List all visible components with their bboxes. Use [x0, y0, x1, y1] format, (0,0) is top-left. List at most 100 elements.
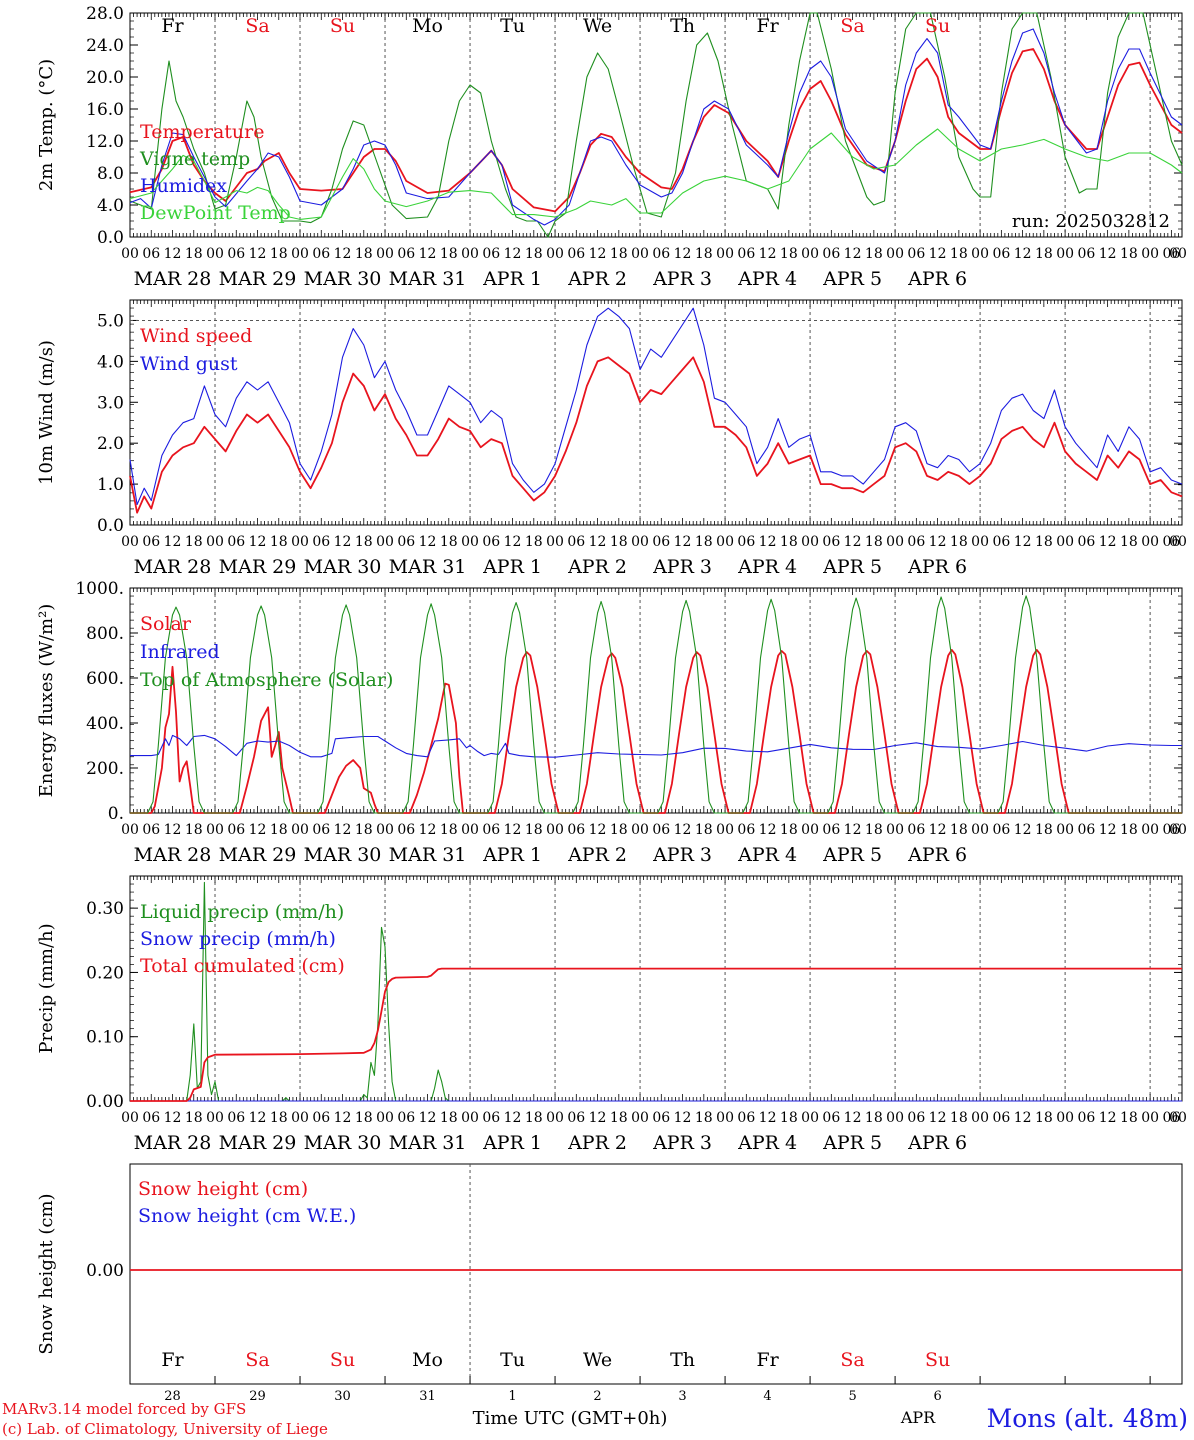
weekday-label: Sa — [245, 15, 269, 37]
panel-1: 0.0 4.0 8.0 12.0 16.0 20.0 24.0 28.0 2m Temp. (°… — [36, 4, 1187, 290]
hour-label: 18 — [610, 246, 628, 262]
hour-label: 06 — [312, 246, 330, 262]
hour-label: 12 — [929, 822, 947, 838]
hour-label: 06 — [567, 246, 585, 262]
hour-label: 00 — [631, 534, 649, 550]
hour-label: 06 — [992, 1110, 1010, 1126]
legend-entry: Infrared — [140, 641, 220, 663]
weekday-label: Su — [330, 15, 355, 37]
hour-label: 12 — [419, 246, 437, 262]
day-number-label: 4 — [763, 1389, 771, 1404]
hour-label: 18 — [270, 822, 288, 838]
hour-label: 00 — [1169, 822, 1187, 838]
hour-label: 18 — [440, 822, 458, 838]
date-label: APR 5 — [822, 556, 882, 578]
day-number-label: 3 — [678, 1389, 686, 1404]
series-line-infrared — [130, 734, 1182, 758]
y-axis-title: 10m Wind (m/s) — [36, 340, 57, 485]
hour-label: 12 — [929, 1110, 947, 1126]
hour-label: 00 — [1141, 534, 1159, 550]
hour-label: 12 — [929, 534, 947, 550]
hour-label: 12 — [674, 1110, 692, 1126]
hour-label: 18 — [780, 534, 798, 550]
hour-label: 06 — [482, 822, 500, 838]
hour-label: 00 — [291, 822, 309, 838]
legend-entry: Total cumulated (cm) — [140, 955, 345, 977]
weekday-label-bottom: Mo — [412, 1349, 443, 1371]
date-label: MAR 31 — [389, 556, 467, 578]
hour-label: 00 — [1141, 822, 1159, 838]
hour-label: 00 — [121, 534, 139, 550]
hour-label: 12 — [504, 822, 522, 838]
hour-label: 06 — [907, 534, 925, 550]
y-tick-label: 0.00 — [86, 1261, 124, 1281]
hour-label: 00 — [971, 246, 989, 262]
panel-4: 0.00 0.10 0.20 0.30 Precip (mm/h) Liquid prec… — [36, 875, 1187, 1154]
weekday-label-bottom: Sa — [840, 1349, 864, 1371]
hour-label: 00 — [886, 1110, 904, 1126]
legend-entry: Wind speed — [140, 325, 252, 347]
hour-label: 00 — [206, 1110, 224, 1126]
date-label: APR 2 — [567, 1132, 627, 1154]
legend-entry: Snow height (cm) — [138, 1178, 308, 1200]
hour-label: 18 — [1120, 1110, 1138, 1126]
hour-label: 18 — [610, 534, 628, 550]
hour-label: 12 — [1014, 246, 1032, 262]
hour-label: 18 — [695, 1110, 713, 1126]
hour-label: 06 — [737, 534, 755, 550]
y-tick-label: 0.20 — [86, 963, 124, 983]
legend-entry: Snow height (cm W.E.) — [138, 1205, 356, 1227]
weekday-label-bottom: Tu — [500, 1349, 525, 1371]
hour-label: 06 — [227, 1110, 245, 1126]
hour-label: 18 — [185, 1110, 203, 1126]
date-label: MAR 28 — [134, 268, 212, 290]
weekday-label-bottom: Su — [925, 1349, 950, 1371]
hour-label: 00 — [801, 1110, 819, 1126]
hour-label: 12 — [249, 1110, 267, 1126]
hour-label: 18 — [525, 1110, 543, 1126]
hour-label: 18 — [865, 534, 883, 550]
hour-label: 12 — [164, 534, 182, 550]
date-label: APR 2 — [567, 556, 627, 578]
hour-label: 06 — [142, 822, 160, 838]
date-label: APR 2 — [567, 844, 627, 866]
hour-label: 06 — [907, 246, 925, 262]
hour-label: 12 — [419, 534, 437, 550]
hour-label: 06 — [1077, 534, 1095, 550]
hour-label: 06 — [907, 822, 925, 838]
hour-label: 06 — [992, 822, 1010, 838]
hour-label: 06 — [1162, 822, 1180, 838]
legend-entry: Vigne temp — [139, 148, 250, 170]
hour-label: 18 — [610, 822, 628, 838]
hour-label: 18 — [695, 534, 713, 550]
hour-label: 00 — [376, 1110, 394, 1126]
date-label: MAR 30 — [304, 844, 382, 866]
hour-label: 18 — [440, 534, 458, 550]
weekday-label: Sa — [840, 15, 864, 37]
hour-label: 18 — [780, 822, 798, 838]
panel-2: 0.0 1.0 2.0 3.0 4.0 5.0 10m Wind (m/s) Wind spe… — [36, 299, 1187, 578]
hour-label: 00 — [546, 1110, 564, 1126]
hour-label: 12 — [1099, 822, 1117, 838]
hour-label: 06 — [652, 534, 670, 550]
date-label: APR 6 — [907, 844, 967, 866]
legend-entry: Snow precip (mm/h) — [140, 928, 336, 950]
hour-label: 00 — [546, 534, 564, 550]
weekday-label: We — [583, 15, 612, 37]
weekday-label: Tu — [500, 15, 525, 37]
date-label: APR 2 — [567, 268, 627, 290]
y-tick-label: 0. — [108, 804, 124, 824]
hour-label: 00 — [1169, 1110, 1187, 1126]
date-label: APR 3 — [652, 844, 712, 866]
hour-label: 12 — [334, 534, 352, 550]
hour-label: 00 — [206, 534, 224, 550]
series-line-top-of-atmosphere-solar- — [130, 595, 1182, 814]
day-number-label: 29 — [249, 1389, 266, 1404]
y-tick-label: 400. — [86, 714, 124, 734]
hour-label: 18 — [695, 822, 713, 838]
hour-label: 18 — [1035, 534, 1053, 550]
hour-label: 12 — [504, 534, 522, 550]
hour-label: 06 — [397, 246, 415, 262]
hour-label: 00 — [716, 534, 734, 550]
hour-label: 18 — [355, 246, 373, 262]
